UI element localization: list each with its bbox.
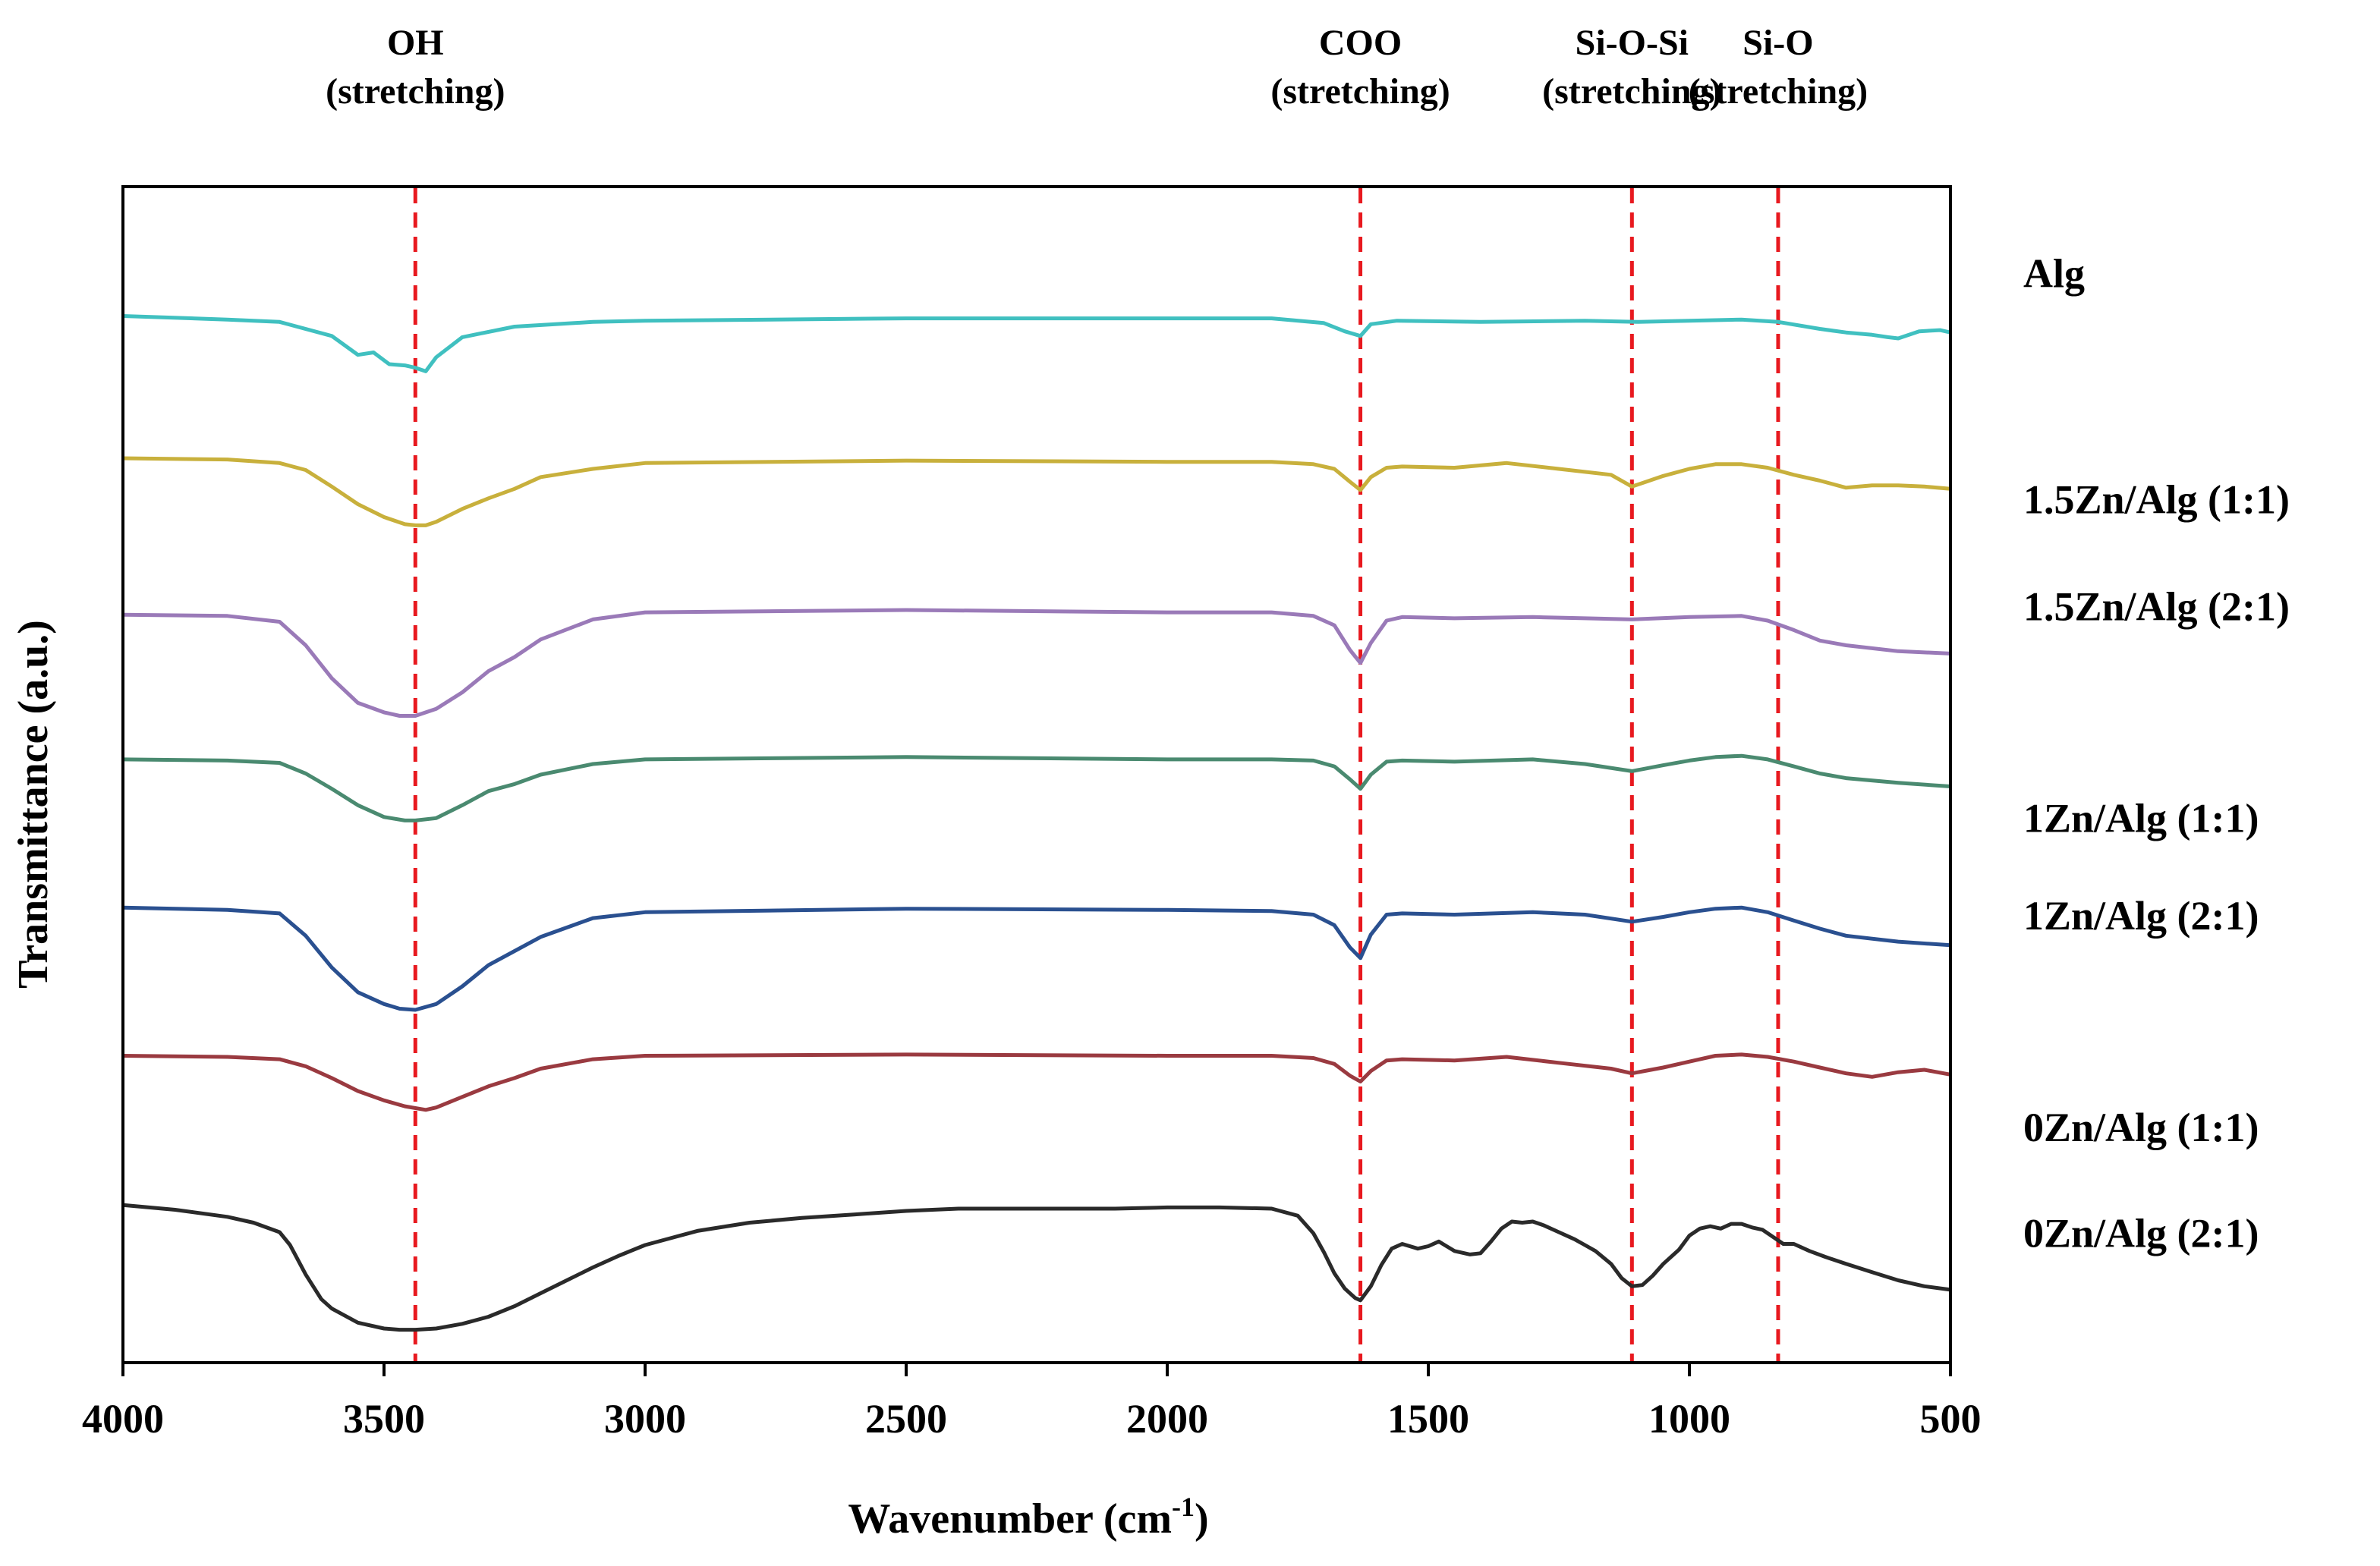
peak-annotation-name: OH (387, 23, 444, 63)
x-tick-label: 1500 (1387, 1396, 1469, 1442)
series-label: 0Zn/Alg (1:1) (2023, 1105, 2259, 1150)
series-label: 1.5Zn/Alg (1:1) (2023, 476, 2290, 522)
series-label: 1Zn/Alg (1:1) (2023, 795, 2259, 841)
series-line (122, 753, 1951, 822)
peak-annotation-mode: (stretching) (1270, 71, 1450, 112)
series-label: Alg (2023, 251, 2085, 297)
peak-annotation-mode: (stretching) (1689, 71, 1868, 112)
x-axis-ticks: 4000 3500 3000 2500 2000 1500 1000 500 (82, 1363, 1982, 1442)
series-label: 1Zn/Alg (2:1) (2023, 893, 2259, 939)
peak-annotation-mode: (stretching) (326, 71, 505, 112)
y-axis-label: Transmittance (a.u.) (10, 620, 57, 989)
x-axis-label: Wavenumber (cm-1) (848, 1492, 1208, 1542)
series-line (122, 1052, 1951, 1112)
series-labels: Alg 1.5Zn/Alg (1:1) 1.5Zn/Alg (2:1) 1Zn/Alg… (2023, 251, 2290, 1256)
reference-lines (413, 188, 1780, 1361)
x-tick-label: 500 (1920, 1396, 1982, 1442)
series-line (122, 608, 1951, 718)
peak-annotation-mode: (stretching) (1542, 71, 1721, 112)
x-tick-label: 3000 (604, 1396, 686, 1442)
series-line (122, 314, 1951, 373)
x-tick-label: 4000 (82, 1396, 164, 1442)
spectra-series (122, 314, 1951, 1332)
x-tick-label: 2000 (1126, 1396, 1208, 1442)
peak-annotations: OH(stretching)COO(stretching)Si-O-Si(str… (326, 23, 1868, 112)
x-tick-label: 2500 (865, 1396, 947, 1442)
series-line (122, 905, 1951, 1012)
series-label: 0Zn/Alg (2:1) (2023, 1211, 2259, 1256)
x-tick-label: 1000 (1648, 1396, 1730, 1442)
series-line (122, 456, 1951, 527)
peak-annotation-name: Si-O-Si (1576, 23, 1689, 63)
peak-annotation-name: COO (1319, 23, 1402, 63)
series-line (122, 1203, 1951, 1332)
series-label: 1.5Zn/Alg (2:1) (2023, 583, 2290, 629)
peak-annotation-name: Si-O (1742, 23, 1813, 63)
x-tick-label: 3500 (343, 1396, 425, 1442)
plot-frame (121, 185, 1952, 1364)
